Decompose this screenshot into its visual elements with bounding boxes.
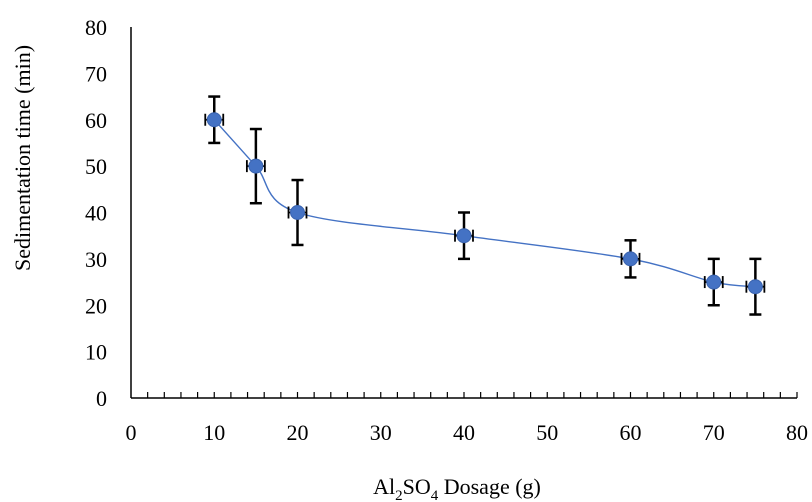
y-tick-label: 10	[85, 340, 107, 365]
y-axis-title: Sedimentation time (min)	[10, 45, 35, 271]
x-axis-title: Al2SO4 Dosage (g)	[373, 474, 541, 502]
y-axis-ticks: 0 10 20 30 40 50 60 70 80	[85, 15, 107, 411]
y-tick-label: 0	[96, 386, 107, 411]
data-point	[290, 205, 305, 220]
y-tick-label: 50	[85, 154, 107, 179]
error-bars	[204, 95, 766, 316]
x-tick-label: 30	[370, 420, 392, 445]
data-points	[206, 112, 763, 295]
y-tick-label: 20	[85, 293, 107, 318]
y-tick-label: 40	[85, 201, 107, 226]
data-point	[623, 251, 638, 267]
y-tick-label: 30	[85, 247, 107, 272]
series-line	[213, 119, 756, 288]
data-point	[206, 112, 222, 128]
y-tick-label: 70	[85, 61, 107, 86]
x-tick-label: 40	[453, 420, 475, 445]
x-tick-label: 70	[703, 420, 725, 445]
x-tick-label: 50	[536, 420, 558, 445]
data-point	[456, 228, 472, 244]
data-point	[747, 279, 763, 295]
x-tick-label: 80	[786, 420, 808, 445]
x-axis-ticks: 0 10 20 30 40 50 60 70 80	[126, 392, 808, 445]
y-tick-label: 60	[85, 108, 107, 133]
x-tick-label: 0	[126, 420, 137, 445]
x-tick-label: 20	[287, 420, 309, 445]
x-tick-label: 60	[620, 420, 642, 445]
x-tick-label: 10	[203, 420, 225, 445]
data-point	[706, 274, 722, 290]
series-line-group	[213, 119, 756, 288]
y-tick-label: 80	[85, 15, 107, 40]
data-point	[248, 158, 264, 174]
